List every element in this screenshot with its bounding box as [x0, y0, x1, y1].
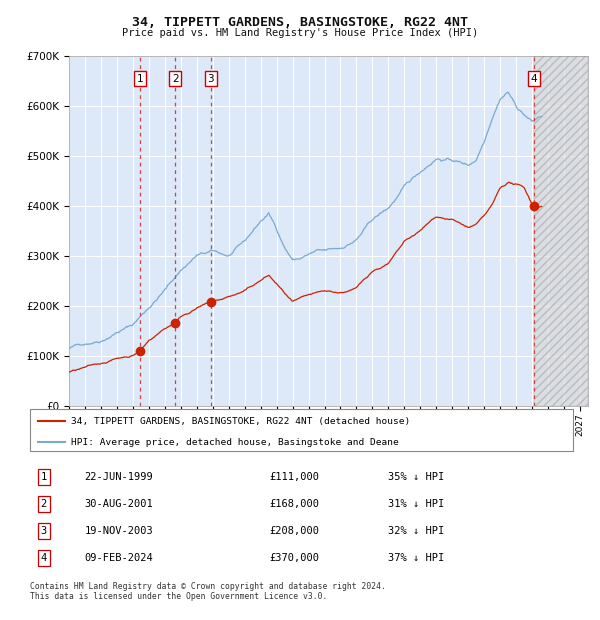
Text: 2: 2 — [172, 74, 179, 84]
Text: 4: 4 — [40, 553, 47, 563]
Text: 2: 2 — [40, 499, 47, 509]
Text: 3: 3 — [40, 526, 47, 536]
Text: £370,000: £370,000 — [269, 553, 319, 563]
Text: 37% ↓ HPI: 37% ↓ HPI — [388, 553, 445, 563]
Text: Price paid vs. HM Land Registry's House Price Index (HPI): Price paid vs. HM Land Registry's House … — [122, 28, 478, 38]
Text: HPI: Average price, detached house, Basingstoke and Deane: HPI: Average price, detached house, Basi… — [71, 438, 398, 446]
Text: 30-AUG-2001: 30-AUG-2001 — [85, 499, 153, 509]
Text: 1: 1 — [137, 74, 143, 84]
Text: £208,000: £208,000 — [269, 526, 319, 536]
Bar — [534, 56, 588, 406]
Text: 32% ↓ HPI: 32% ↓ HPI — [388, 526, 445, 536]
Text: £168,000: £168,000 — [269, 499, 319, 509]
Text: 31% ↓ HPI: 31% ↓ HPI — [388, 499, 445, 509]
Text: £111,000: £111,000 — [269, 472, 319, 482]
Bar — [534, 56, 588, 406]
Text: 3: 3 — [208, 74, 214, 84]
Text: 34, TIPPETT GARDENS, BASINGSTOKE, RG22 4NT: 34, TIPPETT GARDENS, BASINGSTOKE, RG22 4… — [132, 16, 468, 29]
Text: Contains HM Land Registry data © Crown copyright and database right 2024.
This d: Contains HM Land Registry data © Crown c… — [30, 582, 386, 601]
Text: 09-FEB-2024: 09-FEB-2024 — [85, 553, 153, 563]
Text: 19-NOV-2003: 19-NOV-2003 — [85, 526, 153, 536]
Text: 35% ↓ HPI: 35% ↓ HPI — [388, 472, 445, 482]
Text: 4: 4 — [530, 74, 537, 84]
Text: 1: 1 — [40, 472, 47, 482]
Text: 22-JUN-1999: 22-JUN-1999 — [85, 472, 153, 482]
Text: 34, TIPPETT GARDENS, BASINGSTOKE, RG22 4NT (detached house): 34, TIPPETT GARDENS, BASINGSTOKE, RG22 4… — [71, 417, 410, 425]
